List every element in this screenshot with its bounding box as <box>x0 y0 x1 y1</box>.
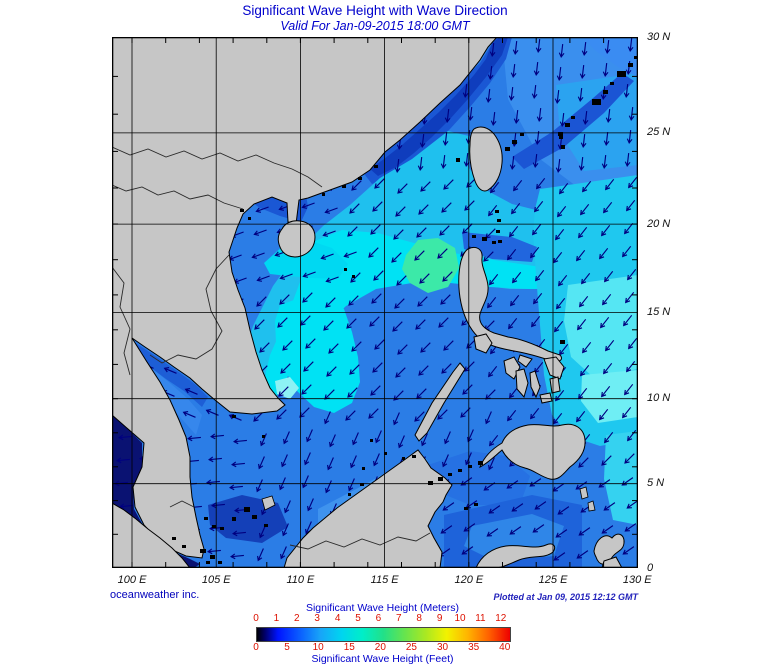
land-palawan <box>414 362 466 442</box>
lon-tick-label: 100 E <box>117 574 147 586</box>
lat-tick-label: 30 N <box>647 31 671 44</box>
legend-feet-label: Significant Wave Height (Feet) <box>311 653 454 665</box>
legend-meters-tick: 5 <box>355 613 361 624</box>
legend-feet-tick: 20 <box>374 642 386 653</box>
map-plot <box>111 36 639 569</box>
legend-meters-label: Significant Wave Height (Meters) <box>305 602 460 614</box>
legend-meters-tick: 10 <box>454 613 466 624</box>
land-borneo <box>283 449 453 569</box>
legend-feet-tick: 15 <box>343 642 355 653</box>
legend-feet-tick: 10 <box>312 642 324 653</box>
legend-feet-tick: 30 <box>436 642 449 653</box>
legend-meters-tick: 3 <box>314 613 320 624</box>
land-taiwan <box>469 126 503 192</box>
land-mainland-asia <box>111 36 499 559</box>
land-mindanao <box>479 423 586 480</box>
land-sulawesi <box>475 543 556 569</box>
lon-tick-label: 115 E <box>370 574 399 586</box>
lat-tick-label: 20 N <box>647 217 671 230</box>
lon-tick-label: 120 E <box>454 574 484 586</box>
legend-meters-tick: 1 <box>273 613 280 624</box>
legend-meters-tick: 8 <box>416 613 422 624</box>
land-luzon <box>458 246 563 362</box>
land-samar <box>543 356 565 380</box>
page-title: Significant Wave Height with Wave Direct… <box>242 3 508 18</box>
lat-tick-label: 15 N <box>647 305 671 318</box>
land-negros <box>515 368 529 399</box>
legend-meters-tick: 11 <box>475 613 486 624</box>
lon-tick-label: 125 E <box>538 574 568 586</box>
land-leyte <box>549 376 561 394</box>
legend-meters-tick: 12 <box>495 613 507 624</box>
legend-feet-tick: 35 <box>468 642 480 653</box>
lon-tick-label: 110 E <box>286 574 315 586</box>
land-bohol <box>539 392 553 404</box>
land-masbate <box>517 354 533 368</box>
legend-meters-tick: 7 <box>396 613 402 624</box>
legend-feet-tick: 25 <box>405 642 417 653</box>
valid-time: Valid For Jan-09-2015 18:00 GMT <box>280 19 470 33</box>
legend-meters-tick: 4 <box>334 613 341 624</box>
lon-tick-label: 130 E <box>622 574 652 586</box>
lat-tick-label: 25 N <box>647 126 671 139</box>
land-cebu <box>529 370 541 399</box>
plotted-at: Plotted at Jan 09, 2015 12:12 GMT <box>493 592 638 602</box>
lat-tick-label: 10 N <box>647 392 671 405</box>
land-mindoro <box>473 333 493 354</box>
legend-feet-tick: 5 <box>284 642 290 653</box>
legend-feet-tick: 0 <box>253 642 259 653</box>
legend-meters-tick: 2 <box>294 613 300 624</box>
header: Significant Wave Height with Wave Direct… <box>112 3 638 33</box>
lat-tick-label: 0 <box>647 561 654 574</box>
legend-meters-tick: 6 <box>375 613 382 624</box>
legend-meters-tick: 9 <box>436 613 443 624</box>
land-halmahera <box>593 533 625 565</box>
map-canvas <box>111 36 639 573</box>
land-hainan <box>277 220 316 258</box>
lon-tick-label: 105 E <box>201 574 231 586</box>
legend-meters-tick: 0 <box>253 613 259 624</box>
lat-tick-label: 5 N <box>647 477 665 490</box>
credit: oceanweather inc. <box>110 589 200 601</box>
legend-feet-tick: 40 <box>499 642 511 653</box>
map-svg <box>111 36 639 569</box>
legend-colorbar <box>256 627 511 642</box>
